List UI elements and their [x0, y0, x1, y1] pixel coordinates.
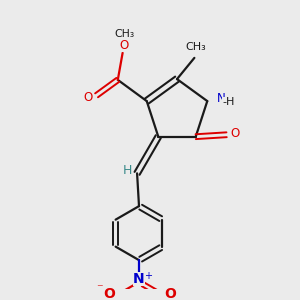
- Text: O: O: [164, 287, 176, 300]
- Text: O: O: [103, 287, 115, 300]
- Text: H: H: [123, 164, 132, 177]
- Text: N: N: [133, 272, 145, 286]
- Text: -H: -H: [222, 97, 235, 107]
- Text: CH₃: CH₃: [115, 28, 135, 39]
- Text: O: O: [231, 127, 240, 140]
- Text: N: N: [216, 92, 225, 105]
- Text: +: +: [144, 271, 152, 281]
- Text: CH₃: CH₃: [185, 42, 206, 52]
- Text: O: O: [119, 39, 128, 52]
- Text: O: O: [83, 91, 92, 104]
- Text: ⁻: ⁻: [96, 283, 103, 296]
